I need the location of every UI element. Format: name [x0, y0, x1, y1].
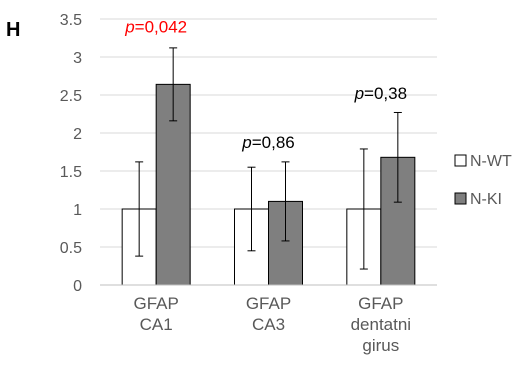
x-axis-categories: GFAP CA1 GFAP CA3 GFAP dentatni girus: [133, 294, 411, 355]
y-tick-label: 3: [73, 50, 82, 67]
legend-swatch-n-ki: [454, 192, 467, 205]
y-axis-ticks: 0 0.5 1 1.5 2 2.5 3 3.5: [60, 12, 82, 295]
category-label: GFAP: [358, 294, 403, 313]
category-label: GFAP: [133, 294, 178, 313]
legend-swatch-n-wt: [454, 154, 467, 167]
p-value-annotations: p=0,042 p=0,86 p=0,38: [124, 18, 407, 153]
p-value-label: p=0,86: [241, 133, 294, 152]
y-tick-label: 0: [73, 278, 82, 295]
category-label: CA3: [252, 315, 285, 334]
y-tick-label: 1.5: [60, 164, 82, 181]
legend-label-n-wt: N-WT: [470, 153, 512, 170]
category-label: dentatni: [351, 315, 412, 334]
p-value-label: p=0,38: [354, 84, 407, 103]
category-label: girus: [362, 336, 399, 355]
category-label: GFAP: [246, 294, 291, 313]
y-tick-label: 2.5: [60, 88, 82, 105]
panel-label: H: [6, 19, 20, 41]
category-label: CA1: [140, 315, 173, 334]
y-tick-label: 1: [73, 202, 82, 219]
p-value-label: p=0,042: [124, 18, 187, 37]
y-tick-label: 3.5: [60, 12, 82, 29]
y-tick-label: 0.5: [60, 240, 82, 257]
legend-label-n-ki: N-KI: [470, 191, 502, 208]
legend: N-WT N-KI: [454, 153, 512, 208]
error-bars: [135, 47, 402, 270]
y-tick-label: 2: [73, 126, 82, 143]
bars: [121, 83, 416, 286]
